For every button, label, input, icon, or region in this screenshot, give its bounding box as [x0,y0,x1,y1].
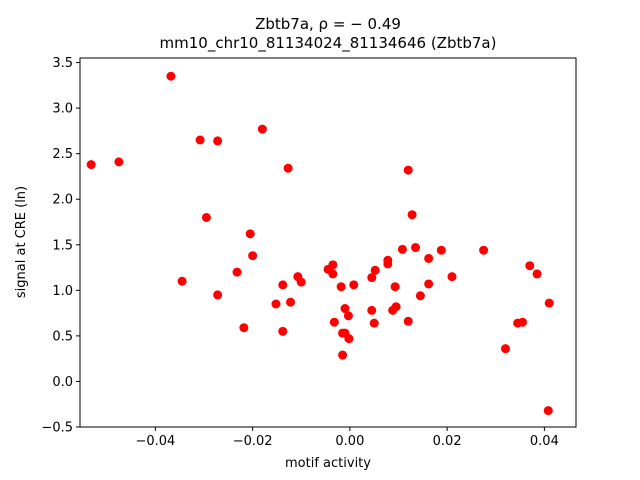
points-layer [86,71,554,416]
data-point [370,265,380,275]
data-point [86,160,96,170]
x-tick-label: 0.04 [530,434,559,449]
data-point [391,302,401,312]
data-point [201,212,211,222]
data-point [245,229,255,239]
data-point [213,136,223,146]
y-tick-label: 1.5 [52,238,73,253]
data-point [213,290,223,300]
data-point [336,282,346,292]
chart-title-line1: Zbtb7a, ρ = − 0.49 [255,15,401,33]
data-point [424,279,434,289]
y-tick-label: −0.5 [41,421,73,436]
data-point [286,297,296,307]
data-point [369,318,379,328]
data-point [424,253,434,263]
y-axis-ticks: −0.5 0.0 0.5 1.0 1.5 2.0 2.5 3.0 3.5 [41,56,80,436]
data-point [403,165,413,175]
data-point [447,272,457,282]
data-point [271,299,281,309]
data-point [436,245,446,255]
y-tick-label: 0.0 [52,375,73,390]
y-tick-label: 3.5 [52,56,73,71]
x-tick-label: 0.00 [335,434,364,449]
data-point [518,317,528,327]
y-tick-label: 3.0 [52,102,73,117]
data-point [367,273,377,283]
data-point [390,282,400,292]
data-point [278,326,288,336]
y-tick-label: 1.0 [52,284,73,299]
data-point [403,316,413,326]
data-point [343,311,353,321]
data-point [257,124,267,134]
data-point [328,260,338,270]
data-point [232,267,242,277]
data-point [283,163,293,173]
data-point [338,350,348,360]
data-point [195,135,205,145]
data-point [532,269,542,279]
data-point [239,323,249,333]
data-point [500,344,510,354]
data-point [411,243,421,253]
data-point [415,291,425,301]
x-axis-label: motif activity [285,456,371,471]
data-point [397,244,407,254]
plot-frame [79,57,577,428]
data-point [544,298,554,308]
data-point [114,157,124,167]
data-point [329,317,339,327]
data-point [177,276,187,286]
chart-title-line2: mm10_chr10_81134024_81134646 (Zbtb7a) [160,34,497,53]
data-point [349,280,359,290]
data-point [367,305,377,315]
data-point [479,245,489,255]
y-tick-label: 2.0 [52,193,73,208]
y-tick-label: 2.5 [52,147,73,162]
data-point [166,71,176,81]
x-axis-ticks: −0.04 −0.02 0.00 0.02 0.04 [135,427,559,449]
data-point [296,277,306,287]
data-point [340,304,350,314]
y-tick-label: 0.5 [52,329,73,344]
data-point [328,269,338,279]
x-tick-label: 0.02 [433,434,462,449]
data-point [407,210,417,220]
data-point [543,406,553,416]
data-point [383,259,393,269]
x-tick-label: −0.02 [233,434,273,449]
data-point [525,261,535,271]
data-point [278,280,288,290]
data-point [344,334,354,344]
data-point [248,251,258,261]
x-tick-label: −0.04 [135,434,175,449]
y-axis-label: signal at CRE (ln) [14,186,29,298]
